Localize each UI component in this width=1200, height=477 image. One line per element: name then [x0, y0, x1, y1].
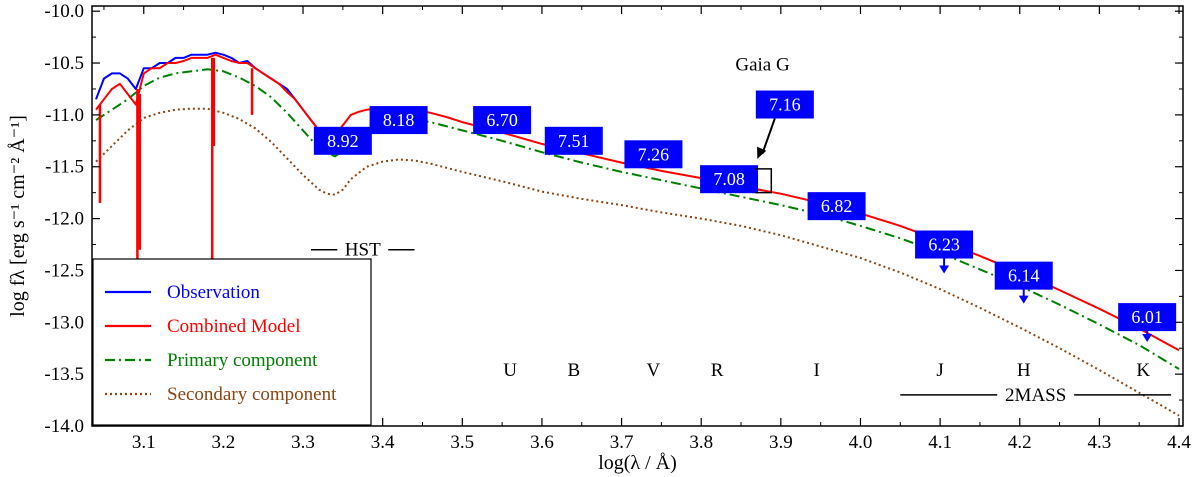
photometry-box-0	[313, 126, 372, 155]
photometry-label-7: 6.23	[928, 235, 960, 255]
annotations: 8.92 8.18 6.70 7.51 7.26 7.08 6.82 6.23 6.14 6.01…	[310, 54, 1177, 406]
limit-arrow-head-1	[1018, 295, 1029, 304]
range-label-2mass: 2MASS	[1005, 385, 1066, 406]
gaia-arrow-head	[757, 146, 767, 159]
range-label-hst: HST	[345, 240, 381, 261]
photometry-box-2	[473, 106, 532, 135]
photometry-label-9: 6.01	[1131, 307, 1163, 327]
x-tick-label-4: 3.5	[450, 432, 474, 453]
x-tick-label-5: 3.6	[530, 432, 554, 453]
legend-label-3: Secondary component	[167, 384, 337, 405]
y-tick-label-3: -11.5	[45, 157, 84, 178]
band-label-k: K	[1136, 360, 1150, 381]
y-tick-label-8: -14.0	[44, 416, 84, 437]
absorption-features	[98, 57, 254, 281]
photometry-label-8: 6.14	[1008, 266, 1040, 286]
x-tick-label-10: 4.1	[928, 432, 952, 453]
x-axis-title: log(λ / Å)	[598, 452, 677, 474]
limit-arrow-head-2	[1142, 334, 1153, 342]
band-label-v: V	[647, 360, 661, 381]
photometry-box-3	[544, 126, 603, 155]
plot-frame	[91, 5, 1184, 427]
x-tick-label-6: 3.7	[610, 432, 634, 453]
photometry-label-2: 6.70	[486, 110, 518, 130]
photometry-box-7	[915, 230, 974, 259]
legend-label-0: Observation	[167, 282, 260, 303]
photometry-box-5	[700, 165, 759, 194]
y-tick-label-7: -13.5	[44, 364, 84, 385]
x-tick-label-7: 3.8	[689, 432, 713, 453]
gaia-value: 7.16	[769, 95, 801, 115]
axes: 3.1 3.2 3.3 3.4 3.5 3.6 3.7 3.8 3.9 4.0 4.1 4.2 4.3 4…	[7, 1, 1191, 474]
photometry-label-4: 7.26	[638, 144, 670, 164]
photometry-label-6: 6.82	[821, 196, 853, 216]
gaia-label: Gaia G	[735, 54, 790, 75]
y-tick-label-5: -12.5	[44, 260, 84, 281]
y-tick-label-1: -10.5	[44, 53, 84, 74]
x-tick-label-13: 4.4	[1167, 432, 1191, 453]
x-tick-label-1: 3.2	[212, 432, 236, 453]
photometry-box-6	[807, 192, 866, 221]
legend-label-2: Primary component	[167, 350, 318, 371]
x-tick-label-12: 4.3	[1088, 432, 1112, 453]
y-axis-title: log fλ [erg s⁻¹ cm⁻² Å⁻¹]	[7, 115, 29, 317]
photometry-box-4	[624, 140, 683, 169]
gaia-value-box	[755, 90, 814, 119]
legend-box	[92, 258, 372, 426]
photometry-box-9	[1118, 303, 1177, 332]
y-tick-label-0: -10.0	[44, 1, 84, 22]
x-tick-label-11: 4.2	[1008, 432, 1032, 453]
limit-arrow-head-0	[939, 265, 950, 274]
y-tick-label-4: -12.0	[44, 209, 84, 230]
x-tick-label-9: 4.0	[849, 432, 873, 453]
x-tick-label-8: 3.9	[769, 432, 793, 453]
band-label-j: J	[936, 360, 943, 381]
photometry-box-1	[369, 106, 428, 135]
band-label-i: I	[814, 360, 820, 381]
x-tick-label-3: 3.4	[371, 432, 395, 453]
band-label-h: H	[1017, 360, 1031, 381]
photometry-label-5: 7.08	[713, 169, 745, 189]
y-tick-label-6: -13.0	[44, 312, 84, 333]
band-label-u: U	[503, 360, 517, 381]
band-label-r: R	[711, 360, 724, 381]
x-tick-label-2: 3.3	[291, 432, 315, 453]
gaia-filter-box	[755, 168, 773, 194]
photometry-label-3: 7.51	[558, 131, 590, 151]
y-tick-label-2: -11.0	[45, 105, 84, 126]
x-tick-label-0: 3.1	[132, 432, 156, 453]
photometry-box-8	[994, 261, 1053, 290]
gaia-arrow-shaft	[761, 118, 776, 155]
legend-label-1: Combined Model	[167, 316, 301, 337]
band-label-b: B	[567, 360, 580, 381]
legend: Observation Combined Model Primary compone…	[92, 258, 372, 426]
photometry-label-0: 8.92	[327, 131, 359, 151]
photometry-label-1: 8.18	[383, 110, 415, 130]
